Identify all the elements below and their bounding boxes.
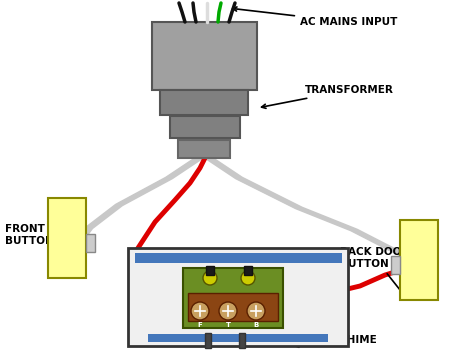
Text: CHIME: CHIME [295,335,378,347]
FancyBboxPatch shape [205,333,211,348]
FancyBboxPatch shape [239,333,245,348]
FancyBboxPatch shape [400,220,438,300]
FancyBboxPatch shape [128,248,348,346]
Text: TRANSFORMER: TRANSFORMER [262,85,394,108]
FancyBboxPatch shape [48,198,86,278]
FancyBboxPatch shape [148,334,328,342]
FancyBboxPatch shape [86,234,95,252]
Circle shape [219,302,237,320]
Circle shape [191,302,209,320]
FancyBboxPatch shape [152,22,257,90]
Text: B: B [254,322,259,328]
FancyBboxPatch shape [206,266,214,275]
FancyBboxPatch shape [170,116,240,138]
FancyBboxPatch shape [160,90,248,115]
FancyBboxPatch shape [244,266,252,275]
FancyBboxPatch shape [183,268,283,328]
Text: F: F [198,322,202,328]
FancyBboxPatch shape [188,293,278,321]
Circle shape [241,271,255,285]
Text: T: T [226,322,230,328]
Circle shape [247,302,265,320]
Text: AC MAINS INPUT: AC MAINS INPUT [233,7,397,27]
Circle shape [203,271,217,285]
FancyBboxPatch shape [135,253,342,263]
Text: FRONT DOOR
BUTTON: FRONT DOOR BUTTON [5,224,82,273]
FancyBboxPatch shape [391,256,400,274]
FancyBboxPatch shape [178,140,230,158]
Text: BACK DOOR
BUTTON: BACK DOOR BUTTON [340,247,410,296]
